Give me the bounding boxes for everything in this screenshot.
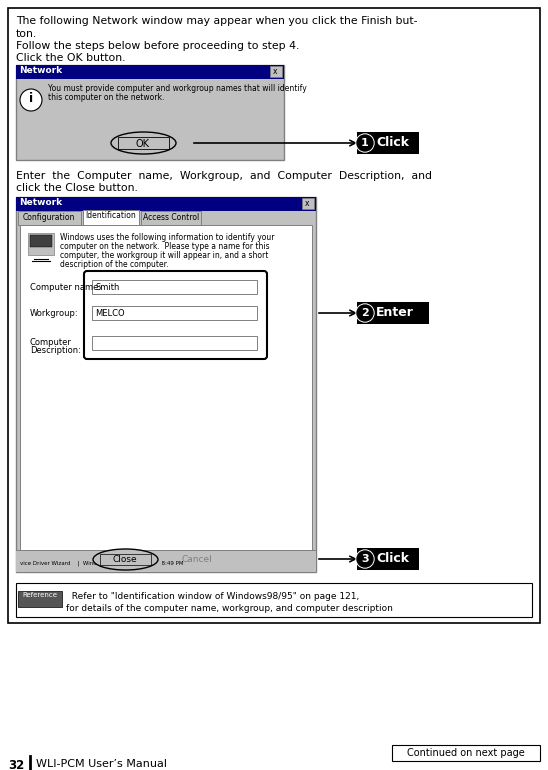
Text: click the Close button.: click the Close button. [16,183,138,193]
Text: WLI-PCM User’s Manual: WLI-PCM User’s Manual [36,759,167,769]
Text: this computer on the network.: this computer on the network. [48,93,164,102]
Text: Identification: Identification [85,211,136,220]
Ellipse shape [111,132,176,154]
Text: Enter  the  Computer  name,  Workgroup,  and  Computer  Description,  and: Enter the Computer name, Workgroup, and … [16,171,432,181]
Bar [18,591,62,607]
Text: Close: Close [113,555,138,564]
Text: Smith: Smith [95,283,119,292]
Text: 3: 3 [361,554,369,564]
Text: Network: Network [19,66,62,75]
Text: Enter: Enter [376,306,414,320]
Circle shape [357,551,373,567]
Text: 1: 1 [361,138,369,148]
Text: 2: 2 [361,308,369,318]
Circle shape [20,89,42,111]
Bar [28,233,54,255]
Text: OK: OK [136,139,150,149]
Bar [92,306,257,320]
Bar [357,302,429,324]
Text: 32: 32 [8,759,24,770]
Circle shape [356,550,374,568]
Bar [92,336,257,350]
Circle shape [357,305,373,321]
Circle shape [356,304,374,322]
Bar [141,211,201,225]
Text: Follow the steps below before proceeding to step 4.: Follow the steps below before proceeding… [16,41,299,51]
Text: MELCO: MELCO [95,309,124,318]
Text: i: i [29,92,33,105]
Text: computer on the network.  Please type a name for this: computer on the network. Please type a n… [60,242,270,251]
Text: Description:: Description: [30,346,81,355]
Bar [118,137,169,149]
Ellipse shape [93,549,158,570]
Text: Access Control: Access Control [143,213,199,222]
Text: computer, the workgroup it will appear in, and a short: computer, the workgroup it will appear i… [60,251,269,260]
Bar [83,210,139,225]
Bar [357,548,419,570]
Text: Continued on next page: Continued on next page [407,748,525,758]
Bar [357,132,419,154]
Bar [16,197,316,211]
Bar [270,66,282,77]
Bar [30,235,52,247]
Text: Computer name:: Computer name: [30,283,101,292]
Text: ton.: ton. [16,29,37,39]
Text: Click the OK button.: Click the OK button. [16,53,125,63]
Bar [20,225,312,550]
Circle shape [357,135,373,151]
Text: Cancel: Cancel [181,555,213,564]
Bar [16,65,284,160]
Text: The following Network window may appear when you click the Finish but-: The following Network window may appear … [16,16,418,26]
Text: for details of the computer name, workgroup, and computer description: for details of the computer name, workgr… [66,604,393,613]
Bar [8,8,540,623]
Text: Workgroup:: Workgroup: [30,309,78,318]
Text: Computer: Computer [30,338,72,347]
Text: Network: Network [19,198,62,207]
Text: x: x [273,67,277,76]
Text: Configuration: Configuration [23,213,75,222]
Text: description of the computer.: description of the computer. [60,260,168,269]
Text: x: x [305,199,309,208]
Bar [392,745,540,761]
Circle shape [356,134,374,152]
Bar [100,554,151,565]
Text: Click: Click [376,553,409,565]
Text: vice Driver Wizard    |  Windows 95e 51 - Paint        8:49 PM: vice Driver Wizard | Windows 95e 51 - Pa… [20,560,184,565]
Text: You must provide computer and workgroup names that will identify: You must provide computer and workgroup … [48,84,307,93]
Text: Reference: Reference [22,592,58,598]
Text: Windows uses the following information to identify your: Windows uses the following information t… [60,233,275,242]
Text: Refer to "Identification window of Windows98/95" on page 121,: Refer to "Identification window of Windo… [66,592,359,601]
Bar [16,583,532,617]
Bar [16,65,284,79]
Text: Click: Click [376,136,409,149]
Bar [18,211,81,225]
Bar [16,550,316,572]
Bar [92,280,257,294]
Bar [302,198,314,209]
Bar [16,197,316,572]
